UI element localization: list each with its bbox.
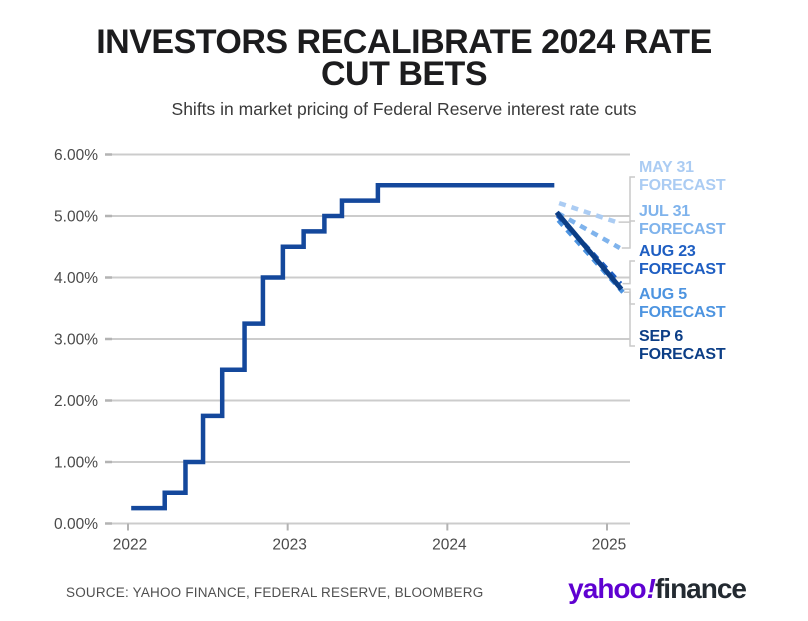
x-axis-label: 2025 bbox=[592, 537, 626, 554]
title-line-1: INVESTORS RECALIBRATE 2024 RATE bbox=[96, 23, 712, 61]
forecast-label-aug23: AUG 23 FORECAST bbox=[639, 243, 739, 279]
forecast-label-date: AUG 23 bbox=[639, 243, 696, 260]
source-attribution: SOURCE: YAHOO FINANCE, FEDERAL RESERVE, … bbox=[66, 585, 484, 600]
forecast-label-date: SEP 6 bbox=[639, 328, 684, 345]
x-axis-label: 2024 bbox=[432, 537, 467, 554]
forecast-label-may31: MAY 31 FORECAST bbox=[639, 159, 739, 195]
y-axis-label: 3.00% bbox=[54, 332, 98, 349]
label-connector bbox=[623, 288, 635, 347]
forecast-label-word: FORECAST bbox=[639, 304, 726, 321]
forecast-label-date: JUL 31 bbox=[639, 203, 690, 220]
y-axis-label: 4.00% bbox=[54, 270, 98, 287]
forecast-label-date: AUG 5 bbox=[639, 286, 687, 303]
yahoo-finance-logo: yahoo!finance bbox=[568, 573, 747, 605]
y-axis-label: 2.00% bbox=[54, 393, 98, 410]
x-axis-label: 2023 bbox=[272, 537, 306, 554]
chart-subtitle: Shifts in market pricing of Federal Rese… bbox=[171, 99, 637, 119]
forecast-label-date: MAY 31 bbox=[639, 159, 694, 176]
y-axis-label: 5.00% bbox=[54, 209, 98, 226]
logo-brand: yahoo bbox=[568, 573, 646, 604]
forecast-label-aug5: AUG 5 FORECAST bbox=[639, 286, 739, 322]
page-title: INVESTORS RECALIBRATE 2024 RATE CUT BETS bbox=[0, 23, 808, 93]
label-connector bbox=[621, 220, 635, 249]
forecast-label-jul31: JUL 31 FORECAST bbox=[639, 203, 739, 239]
y-axis-label: 1.00% bbox=[54, 455, 98, 472]
forecast-line-may-31-forecast bbox=[558, 200, 618, 225]
x-axis-label: 2022 bbox=[113, 537, 147, 554]
y-axis-label: 6.00% bbox=[54, 147, 98, 164]
forecast-label-word: FORECAST bbox=[639, 261, 726, 278]
forecast-line-sep-6-forecast bbox=[554, 210, 624, 291]
forecast-label-word: FORECAST bbox=[639, 221, 726, 238]
forecast-label-sep6: SEP 6 FORECAST bbox=[639, 328, 739, 364]
logo-suffix: finance bbox=[654, 573, 747, 604]
y-axis-label: 0.00% bbox=[54, 516, 98, 533]
title-line-2: CUT BETS bbox=[321, 55, 488, 93]
actual-rate-step-line bbox=[131, 183, 555, 511]
label-connector bbox=[618, 176, 635, 223]
forecast-label-word: FORECAST bbox=[639, 346, 726, 363]
forecast-label-word: FORECAST bbox=[639, 177, 726, 194]
logo-exclamation: ! bbox=[646, 573, 656, 604]
label-connector bbox=[622, 260, 635, 285]
